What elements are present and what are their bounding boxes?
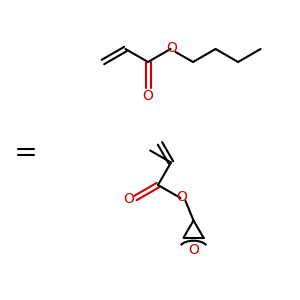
Text: O: O: [123, 192, 134, 206]
Text: O: O: [166, 41, 177, 55]
Text: O: O: [176, 190, 187, 204]
Text: O: O: [142, 89, 153, 103]
Text: O: O: [188, 243, 199, 257]
